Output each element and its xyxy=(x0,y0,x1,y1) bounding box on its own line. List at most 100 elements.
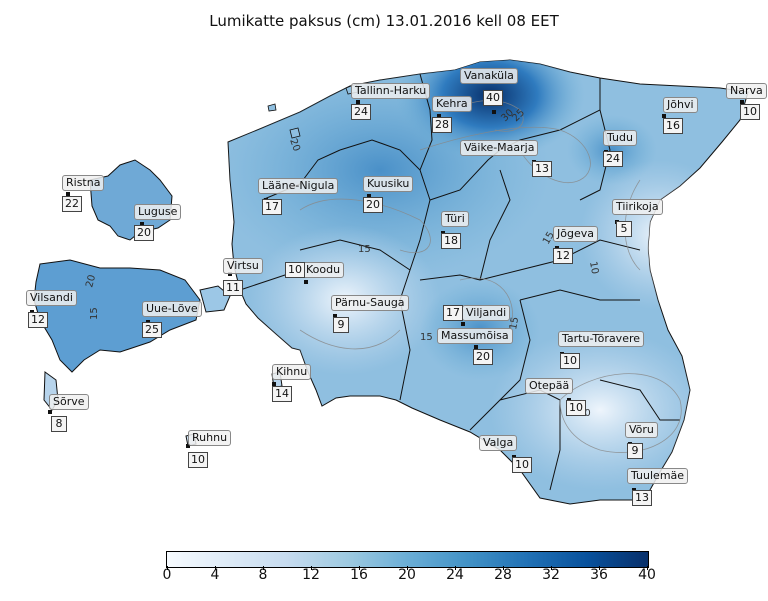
station-name-label: Tudu xyxy=(603,130,637,146)
station-value-label: 25 xyxy=(142,322,162,338)
colorbar-tick-mark xyxy=(407,566,408,570)
station-name-label: Vanaküla xyxy=(460,68,518,84)
station-marker xyxy=(367,194,371,198)
station-marker xyxy=(186,444,190,448)
station-value-label: 16 xyxy=(663,118,683,134)
station-name-label: Jõhvi xyxy=(663,97,698,113)
station-value-label: 11 xyxy=(223,280,243,296)
station-marker xyxy=(228,272,232,276)
station-marker xyxy=(662,114,666,118)
station-name-label: Viljandi xyxy=(462,305,511,321)
colorbar-tick-label: 4 xyxy=(210,567,220,583)
station-name-label: Lääne-Nigula xyxy=(258,178,339,194)
colorbar-tick-label: 16 xyxy=(350,567,368,583)
colorbar-tick-label: 8 xyxy=(258,567,268,583)
station-value-label: 10 xyxy=(560,353,580,369)
station-value-label: 8 xyxy=(51,416,67,432)
station-value-label: 12 xyxy=(28,312,48,328)
muhu-island xyxy=(199,285,231,313)
hiiumaa-island xyxy=(89,159,173,241)
colorbar-tick-mark xyxy=(263,566,264,570)
station-name-label: Jõgeva xyxy=(553,226,598,242)
colorbar-tick-label: 40 xyxy=(638,567,656,583)
station-marker xyxy=(461,322,465,326)
colorbar-tick-label: 36 xyxy=(590,567,608,583)
station-value-label: 5 xyxy=(616,221,632,237)
station-value-label: 20 xyxy=(473,349,493,365)
station-marker xyxy=(140,222,144,226)
station-value-label: 14 xyxy=(272,386,292,402)
station-marker xyxy=(48,410,52,414)
station-marker xyxy=(66,192,70,196)
station-value-label: 10 xyxy=(566,400,586,416)
colorbar-tick-mark xyxy=(647,566,648,570)
station-name-label: Kuusiku xyxy=(363,176,414,192)
station-value-label: 17 xyxy=(262,199,282,215)
contour-label: 20 xyxy=(287,137,302,153)
station-value-label: 20 xyxy=(363,197,383,213)
station-value-label: 10 xyxy=(512,457,532,473)
station-name-label: Vilsandi xyxy=(26,290,77,306)
station-value-label: 22 xyxy=(62,196,82,212)
station-name-label: Väike-Maarja xyxy=(460,140,539,156)
map-title: Lumikatte paksus (cm) 13.01.2016 kell 08… xyxy=(209,12,559,30)
contour-label: 20 xyxy=(84,274,98,289)
colorbar-tick-mark xyxy=(215,566,216,570)
station-value-label: 20 xyxy=(134,225,154,241)
station-name-label: Kihnu xyxy=(272,364,312,380)
station-name-label: Tiirikoja xyxy=(612,199,663,215)
station-marker xyxy=(272,382,276,386)
contour-label: 15 xyxy=(358,244,371,255)
station-name-label: Valga xyxy=(479,435,518,451)
station-value-label: 24 xyxy=(351,104,371,120)
station-value-label: 13 xyxy=(532,161,552,177)
colorbar-tick-mark xyxy=(455,566,456,570)
saaremaa-island xyxy=(33,259,201,411)
colorbar-tick-label: 0 xyxy=(162,567,172,583)
colorbar-tick-mark xyxy=(359,566,360,570)
station-name-label: Tallinn-Harku xyxy=(351,83,431,99)
station-name-label: Otepää xyxy=(525,378,574,394)
contour-label: 15 xyxy=(420,332,433,343)
colorbar-tick-mark xyxy=(599,566,600,570)
station-value-label: 10 xyxy=(285,262,305,278)
station-name-label: Ruhnu xyxy=(188,430,232,446)
station-marker xyxy=(740,100,744,104)
station-name-label: Pärnu-Sauga xyxy=(331,295,409,311)
station-marker xyxy=(474,345,478,349)
station-value-label: 24 xyxy=(603,151,623,167)
station-name-label: Türi xyxy=(441,211,469,227)
station-name-label: Kehra xyxy=(432,96,472,112)
station-marker xyxy=(356,100,360,104)
station-value-label: 9 xyxy=(627,443,643,459)
station-name-label: Koodu xyxy=(302,262,345,278)
station-name-label: Narva xyxy=(726,83,767,99)
station-value-label: 17 xyxy=(443,305,463,321)
colorbar-tick-label: 20 xyxy=(398,567,416,583)
station-value-label: 18 xyxy=(441,233,461,249)
station-value-label: 10 xyxy=(188,452,208,468)
station-name-label: Sõrve xyxy=(49,394,89,410)
station-name-label: Võru xyxy=(625,422,658,438)
station-value-label: 40 xyxy=(483,90,503,106)
colorbar-tick-mark xyxy=(311,566,312,570)
colorbar-tick-mark xyxy=(167,566,168,570)
contour-label: 15 xyxy=(508,316,521,330)
station-name-label: Tuulemäe xyxy=(627,468,689,484)
station-name-label: Tartu-Tõravere xyxy=(558,331,645,347)
station-name-label: Luguse xyxy=(134,204,182,220)
station-marker xyxy=(304,280,308,284)
colorbar-tick-label: 12 xyxy=(302,567,320,583)
colorbar-tick-label: 32 xyxy=(542,567,560,583)
station-name-label: Ristna xyxy=(62,175,105,191)
contour-label: 15 xyxy=(89,307,100,320)
contour-label: 10 xyxy=(587,261,600,275)
station-name-label: Massumõisa xyxy=(437,328,513,344)
station-value-label: 28 xyxy=(432,117,452,133)
station-value-label: 13 xyxy=(632,490,652,506)
station-marker xyxy=(437,114,441,118)
station-marker xyxy=(492,110,496,114)
station-value-label: 12 xyxy=(553,248,573,264)
colorbar-tick-mark xyxy=(503,566,504,570)
station-name-label: Uue-Lõve xyxy=(142,301,202,317)
